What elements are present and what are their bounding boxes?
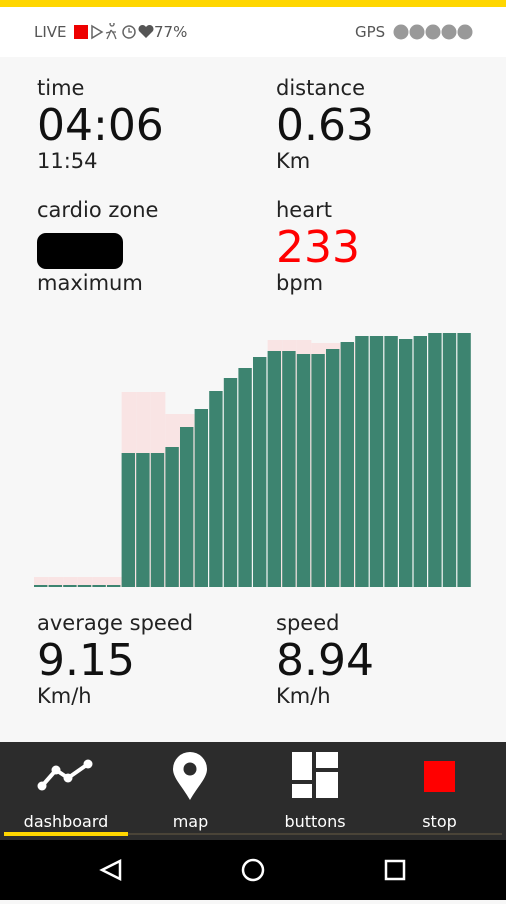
tile-sub: Km/h <box>37 684 92 708</box>
bar <box>457 333 471 587</box>
bar <box>48 585 62 587</box>
tab-indicator <box>4 832 128 836</box>
gps-dots <box>393 24 473 40</box>
bar <box>428 333 442 587</box>
tile-label: time <box>37 76 85 100</box>
bar <box>282 351 296 587</box>
heart-icon <box>138 24 154 38</box>
background-bar <box>48 577 64 587</box>
bar <box>413 336 427 587</box>
bar <box>326 349 340 587</box>
tile-label: heart <box>276 198 332 222</box>
tab-label[interactable]: stop <box>422 812 457 831</box>
bar <box>311 354 325 587</box>
back-button[interactable] <box>99 858 122 882</box>
tab-track <box>128 833 502 835</box>
cardio-zone-indicator <box>37 233 123 269</box>
tile-sub: bpm <box>276 271 324 295</box>
system-nav <box>0 840 506 900</box>
bar <box>194 409 208 587</box>
bar <box>121 453 135 587</box>
tile-value: 233 <box>276 222 360 273</box>
background-bar <box>63 577 78 587</box>
battery-label: 77% <box>154 23 188 41</box>
bar <box>223 378 238 587</box>
tile-sub: maximum <box>37 271 143 295</box>
bar <box>296 354 311 587</box>
tab-label[interactable]: map <box>172 812 209 831</box>
tile-label: cardio zone <box>37 198 159 222</box>
background-bar <box>92 577 107 587</box>
tile-label: average speed <box>37 611 194 635</box>
speed-chart <box>34 333 471 587</box>
dashboard-icon <box>37 759 93 791</box>
bar <box>209 391 223 587</box>
tab-label[interactable]: buttons <box>284 812 346 831</box>
bar <box>180 427 194 587</box>
background-bar <box>77 577 93 587</box>
recents-button[interactable] <box>384 859 406 881</box>
record-icon <box>74 25 88 39</box>
tile-value: 04:06 <box>37 100 164 151</box>
bar <box>442 333 457 587</box>
bar <box>369 336 384 587</box>
clock-hands <box>128 28 132 33</box>
bar <box>340 342 354 587</box>
tile-value: 0.63 <box>276 100 374 151</box>
bar <box>107 585 121 587</box>
run-icon <box>105 23 117 40</box>
bar <box>355 336 369 587</box>
status-icons <box>74 23 154 40</box>
background-bar <box>107 577 122 587</box>
bar <box>165 447 179 587</box>
live-label: LIVE <box>34 23 67 41</box>
home-button[interactable] <box>241 858 265 882</box>
bar <box>136 453 150 587</box>
tile-value: 9.15 <box>37 635 135 686</box>
tile-label: distance <box>276 76 365 100</box>
bar <box>238 368 252 587</box>
play-icon <box>91 24 104 40</box>
tile-sub: 11:54 <box>37 149 98 173</box>
buttons-icon <box>292 752 338 798</box>
bottom-nav <box>0 742 506 840</box>
bar <box>253 357 267 587</box>
tile-value: 8.94 <box>276 635 374 686</box>
bar <box>77 585 92 587</box>
stop-icon[interactable] <box>424 761 455 792</box>
bar <box>267 351 281 587</box>
bar <box>34 585 48 587</box>
clock-icon <box>122 25 136 39</box>
tile-label: speed <box>276 611 340 635</box>
tile-sub: Km <box>276 149 311 173</box>
system-buttons <box>99 858 406 882</box>
top-accent <box>0 0 506 7</box>
status-bar: LIVE 77% GPS <box>0 7 506 57</box>
tab-label[interactable]: dashboard <box>23 812 109 831</box>
bar <box>150 453 165 587</box>
gps-label: GPS <box>355 23 386 41</box>
tile-sub: Km/h <box>276 684 331 708</box>
bar <box>384 336 398 587</box>
map-icon <box>173 752 207 800</box>
bar <box>63 585 77 587</box>
bar <box>399 339 413 587</box>
bar <box>92 585 106 587</box>
background-bar <box>34 577 49 587</box>
